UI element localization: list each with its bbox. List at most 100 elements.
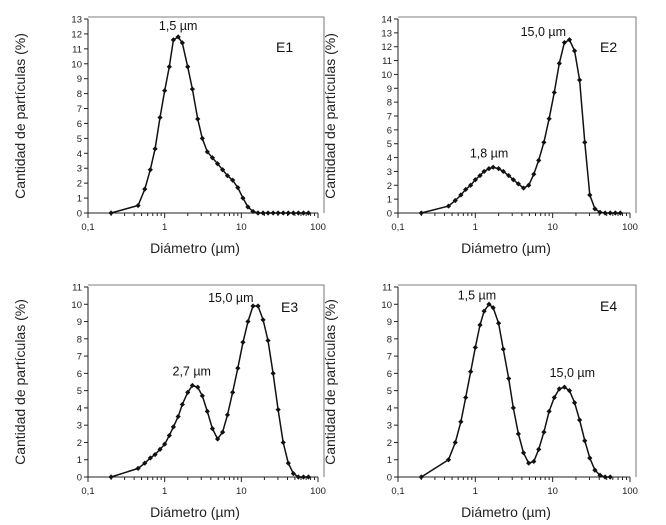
y-tick-label: 10: [71, 300, 82, 311]
x-tick-label: 0,1: [81, 486, 94, 497]
data-point: [230, 177, 236, 183]
data-point: [255, 303, 261, 309]
panel-label: E2: [600, 39, 617, 55]
y-tick-label: 9: [77, 317, 82, 328]
y-tick-label: 3: [387, 421, 392, 432]
data-point: [561, 39, 568, 46]
data-point: [280, 439, 286, 446]
data-point: [561, 384, 568, 390]
data-point: [290, 470, 296, 477]
y-tick-label: 8: [77, 89, 82, 100]
x-tick-label: 1: [473, 486, 478, 497]
data-point: [612, 210, 618, 216]
y-tick-label: 7: [77, 352, 82, 363]
x-tick-label: 0,1: [391, 222, 404, 233]
data-point: [175, 34, 181, 40]
data-point: [551, 394, 557, 401]
y-tick-label: 4: [77, 403, 82, 414]
y-tick-label: 13: [71, 15, 82, 26]
data-point: [486, 166, 492, 172]
y-tick-label: 9: [387, 317, 392, 328]
data-point: [300, 474, 307, 480]
data-point: [515, 181, 521, 187]
x-axis-title: Diámetro (µm): [150, 240, 240, 256]
data-point: [204, 149, 210, 155]
data-point: [510, 177, 516, 183]
data-point: [541, 429, 547, 435]
data-point: [556, 60, 562, 66]
data-point: [452, 439, 458, 446]
x-tick-label: 100: [310, 486, 326, 497]
data-point: [280, 210, 286, 216]
x-tick-label: 1: [473, 222, 478, 233]
data-point: [607, 474, 613, 480]
series-line: [420, 303, 611, 478]
y-tick-label: 13: [381, 28, 392, 39]
y-tick-label: 7: [77, 104, 82, 115]
data-point: [209, 426, 216, 432]
data-point: [445, 457, 452, 463]
x-tick-label: 100: [310, 222, 326, 233]
data-point: [224, 173, 231, 179]
data-point: [108, 210, 114, 216]
data-point: [597, 209, 603, 215]
data-point: [285, 460, 291, 466]
data-point: [204, 408, 210, 414]
data-point: [496, 166, 502, 172]
data-point: [305, 474, 312, 480]
data-point: [152, 146, 158, 152]
y-tick-label: 2: [77, 438, 82, 449]
data-point: [472, 177, 478, 183]
data-point: [220, 167, 226, 173]
data-point: [147, 167, 153, 173]
data-point: [157, 114, 163, 121]
x-tick-label: 100: [622, 486, 638, 497]
y-tick-label: 2: [77, 179, 82, 190]
peak-label: 15,0 µm: [550, 366, 595, 380]
data-point: [199, 135, 205, 141]
data-point: [185, 389, 191, 395]
data-point: [520, 185, 527, 191]
data-point: [500, 168, 506, 175]
data-point: [147, 455, 153, 461]
data-point: [571, 48, 578, 54]
data-point: [477, 172, 483, 179]
data-point: [472, 344, 478, 351]
y-tick-label: 11: [72, 44, 82, 55]
data-point: [468, 369, 474, 375]
data-point: [290, 210, 296, 216]
data-point: [305, 210, 312, 216]
data-point: [175, 413, 181, 420]
data-point: [295, 474, 301, 480]
data-point: [566, 37, 573, 43]
data-point: [526, 182, 532, 188]
data-point: [157, 446, 163, 452]
data-point: [551, 89, 557, 96]
data-point: [566, 388, 573, 394]
data-point: [418, 474, 424, 480]
panel-label: E1: [276, 39, 293, 55]
data-point: [577, 417, 583, 423]
y-tick-label: 11: [382, 283, 392, 294]
data-point: [170, 37, 177, 43]
data-point: [617, 210, 623, 216]
y-tick-label: 2: [387, 181, 392, 192]
y-tick-label: 0: [77, 209, 82, 220]
peak-label: 15,0 µm: [208, 291, 253, 305]
data-point: [486, 301, 492, 307]
y-tick-label: 0: [387, 473, 392, 484]
data-point: [531, 458, 537, 465]
data-point: [531, 171, 537, 177]
y-tick-label: 14: [381, 15, 392, 26]
x-axis-title: Diámetro (µm): [150, 504, 240, 520]
data-point: [265, 337, 271, 344]
data-point: [587, 192, 593, 198]
y-tick-label: 10: [381, 300, 392, 311]
data-point: [592, 206, 598, 212]
data-point: [142, 460, 148, 466]
panel-label: E4: [600, 298, 617, 314]
data-point: [260, 317, 266, 323]
data-point: [490, 305, 496, 311]
